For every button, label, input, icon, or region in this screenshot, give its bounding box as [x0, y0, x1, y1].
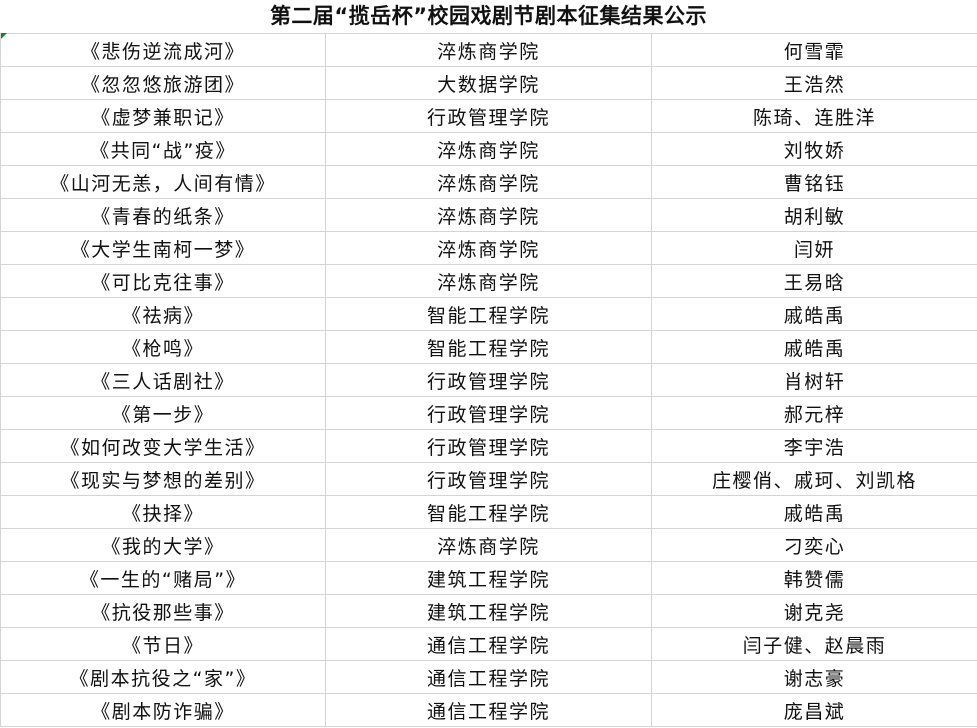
author-cell[interactable]: 刘牧娇 — [651, 132, 977, 166]
script-title-cell[interactable]: 《现实与梦想的差别》 — [0, 462, 326, 496]
table-row: 《剧本抗役之“家”》 通信工程学院 谢志豪 — [0, 660, 977, 694]
results-table-body: 《悲伤逆流成河》 淬炼商学院 何雪霏 《忽忽悠旅游团》 大数据学院 王浩然 《虚梦兼职记》行… — [0, 33, 977, 727]
script-title-cell[interactable]: 《节日》 — [0, 627, 326, 661]
table-row: 《现实与梦想的差别》 行政管理学院 庄樱俏、戚珂、刘凯格 — [0, 462, 977, 496]
script-title-cell[interactable]: 《一生的“赌局”》 — [0, 561, 326, 595]
script-title-cell[interactable]: 《青春的纸条》 — [0, 198, 326, 232]
script-title-cell[interactable]: 《剧本抗役之“家”》 — [0, 660, 326, 694]
author-cell[interactable]: 闫妍 — [651, 231, 977, 265]
college-cell[interactable]: 淬炼商学院 — [325, 165, 652, 199]
table-row: 《共同“战”疫》 淬炼商学院 刘牧娇 — [0, 132, 977, 166]
college-cell[interactable]: 淬炼商学院 — [325, 264, 652, 298]
table-row: 《剧本防诈骗》 通信工程学院 庞昌斌 — [0, 693, 977, 727]
table-row: 《三人话剧社》 行政管理学院 肖树轩 — [0, 363, 977, 397]
author-cell[interactable]: 肖树轩 — [651, 363, 977, 397]
script-title-cell[interactable]: 《如何改变大学生活》 — [0, 429, 326, 463]
table-row: 《可比克往事》 淬炼商学院 王易晗 — [0, 264, 977, 298]
table-row: 《青春的纸条》 淬炼商学院 胡利敏 — [0, 198, 977, 232]
college-cell[interactable]: 通信工程学院 — [325, 693, 652, 727]
script-title-cell[interactable]: 《山河无恙，人间有情》 — [0, 165, 326, 199]
college-cell[interactable]: 通信工程学院 — [325, 627, 652, 661]
college-cell[interactable]: 淬炼商学院 — [325, 231, 652, 265]
script-title-cell[interactable]: 《悲伤逆流成河》 — [0, 33, 326, 67]
author-cell[interactable]: 庄樱俏、戚珂、刘凯格 — [651, 462, 977, 496]
script-title-cell[interactable]: 《第一步》 — [0, 396, 326, 430]
author-cell[interactable]: 刁奕心 — [651, 528, 977, 562]
college-cell[interactable]: 行政管理学院 — [325, 396, 652, 430]
author-cell[interactable]: 陈琦、连胜洋 — [651, 99, 977, 133]
sheet-title[interactable]: 第二届“揽岳杯”校园戏剧节剧本征集结果公示 — [269, 4, 708, 28]
author-cell[interactable]: 闫子健、赵晨雨 — [651, 627, 977, 661]
college-cell[interactable]: 智能工程学院 — [325, 330, 652, 364]
script-title-cell[interactable]: 《我的大学》 — [0, 528, 326, 562]
table-row: 《悲伤逆流成河》 淬炼商学院 何雪霏 — [0, 33, 977, 67]
table-row: 《抗役那些事》 建筑工程学院 谢克尧 — [0, 594, 977, 628]
script-title-cell[interactable]: 《大学生南柯一梦》 — [0, 231, 326, 265]
cell-indicator-mark — [1, 33, 7, 39]
script-title-cell[interactable]: 《祛病》 — [0, 297, 326, 331]
script-title-cell[interactable]: 《共同“战”疫》 — [0, 132, 326, 166]
college-cell[interactable]: 建筑工程学院 — [325, 594, 652, 628]
script-title-cell[interactable]: 《三人话剧社》 — [0, 363, 326, 397]
script-title-cell[interactable]: 《抉择》 — [0, 495, 326, 529]
table-row: 《虚梦兼职记》 行政管理学院 陈琦、连胜洋 — [0, 99, 977, 133]
table-row: 《如何改变大学生活》 行政管理学院 李宇浩 — [0, 429, 977, 463]
table-row: 《大学生南柯一梦》 淬炼商学院 闫妍 — [0, 231, 977, 265]
author-cell[interactable]: 韩赞儒 — [651, 561, 977, 595]
script-title-cell[interactable]: 《抗役那些事》 — [0, 594, 326, 628]
college-cell[interactable]: 行政管理学院 — [325, 462, 652, 496]
college-cell[interactable]: 通信工程学院 — [325, 660, 652, 694]
college-cell[interactable]: 淬炼商学院 — [325, 33, 652, 67]
college-cell[interactable]: 行政管理学院 — [325, 99, 652, 133]
table-row: 《抉择》 智能工程学院 戚皓禹 — [0, 495, 977, 529]
table-row: 《我的大学》 淬炼商学院 刁奕心 — [0, 528, 977, 562]
table-row: 《节日》 通信工程学院 闫子健、赵晨雨 — [0, 627, 977, 661]
author-cell[interactable]: 胡利敏 — [651, 198, 977, 232]
author-cell[interactable]: 何雪霏 — [651, 33, 977, 67]
author-cell[interactable]: 庞昌斌 — [651, 693, 977, 727]
college-cell[interactable]: 大数据学院 — [325, 66, 652, 100]
results-table: 《悲伤逆流成河》 淬炼商学院 何雪霏 《忽忽悠旅游团》 大数据学院 王浩然 《虚梦兼职记》行… — [0, 33, 977, 727]
college-cell[interactable]: 智能工程学院 — [325, 297, 652, 331]
author-cell[interactable]: 郝元梓 — [651, 396, 977, 430]
table-row: 《一生的“赌局”》 建筑工程学院 韩赞儒 — [0, 561, 977, 595]
author-cell[interactable]: 王浩然 — [651, 66, 977, 100]
script-title-cell[interactable]: 《剧本防诈骗》 — [0, 693, 326, 727]
college-cell[interactable]: 行政管理学院 — [325, 363, 652, 397]
college-cell[interactable]: 建筑工程学院 — [325, 561, 652, 595]
script-title-cell[interactable]: 《枪鸣》 — [0, 330, 326, 364]
author-cell[interactable]: 戚皓禹 — [651, 330, 977, 364]
college-cell[interactable]: 淬炼商学院 — [325, 132, 652, 166]
college-cell[interactable]: 智能工程学院 — [325, 495, 652, 529]
author-cell[interactable]: 谢志豪 — [651, 660, 977, 694]
author-cell[interactable]: 曹铭钰 — [651, 165, 977, 199]
college-cell[interactable]: 淬炼商学院 — [325, 528, 652, 562]
author-cell[interactable]: 李宇浩 — [651, 429, 977, 463]
script-title-cell[interactable]: 《忽忽悠旅游团》 — [0, 66, 326, 100]
table-row: 《第一步》 行政管理学院 郝元梓 — [0, 396, 977, 430]
table-row: 《山河无恙，人间有情》 淬炼商学院 曹铭钰 — [0, 165, 977, 199]
college-cell[interactable]: 淬炼商学院 — [325, 198, 652, 232]
table-row: 《忽忽悠旅游团》 大数据学院 王浩然 — [0, 66, 977, 100]
script-title-cell[interactable]: 《虚梦兼职记》 — [0, 99, 326, 133]
author-cell[interactable]: 戚皓禹 — [651, 297, 977, 331]
college-cell[interactable]: 行政管理学院 — [325, 429, 652, 463]
table-row: 《枪鸣》 智能工程学院 戚皓禹 — [0, 330, 977, 364]
author-cell[interactable]: 王易晗 — [651, 264, 977, 298]
table-row: 《祛病》 智能工程学院 戚皓禹 — [0, 297, 977, 331]
author-cell[interactable]: 戚皓禹 — [651, 495, 977, 529]
author-cell[interactable]: 谢克尧 — [651, 594, 977, 628]
script-title-cell[interactable]: 《可比克往事》 — [0, 264, 326, 298]
